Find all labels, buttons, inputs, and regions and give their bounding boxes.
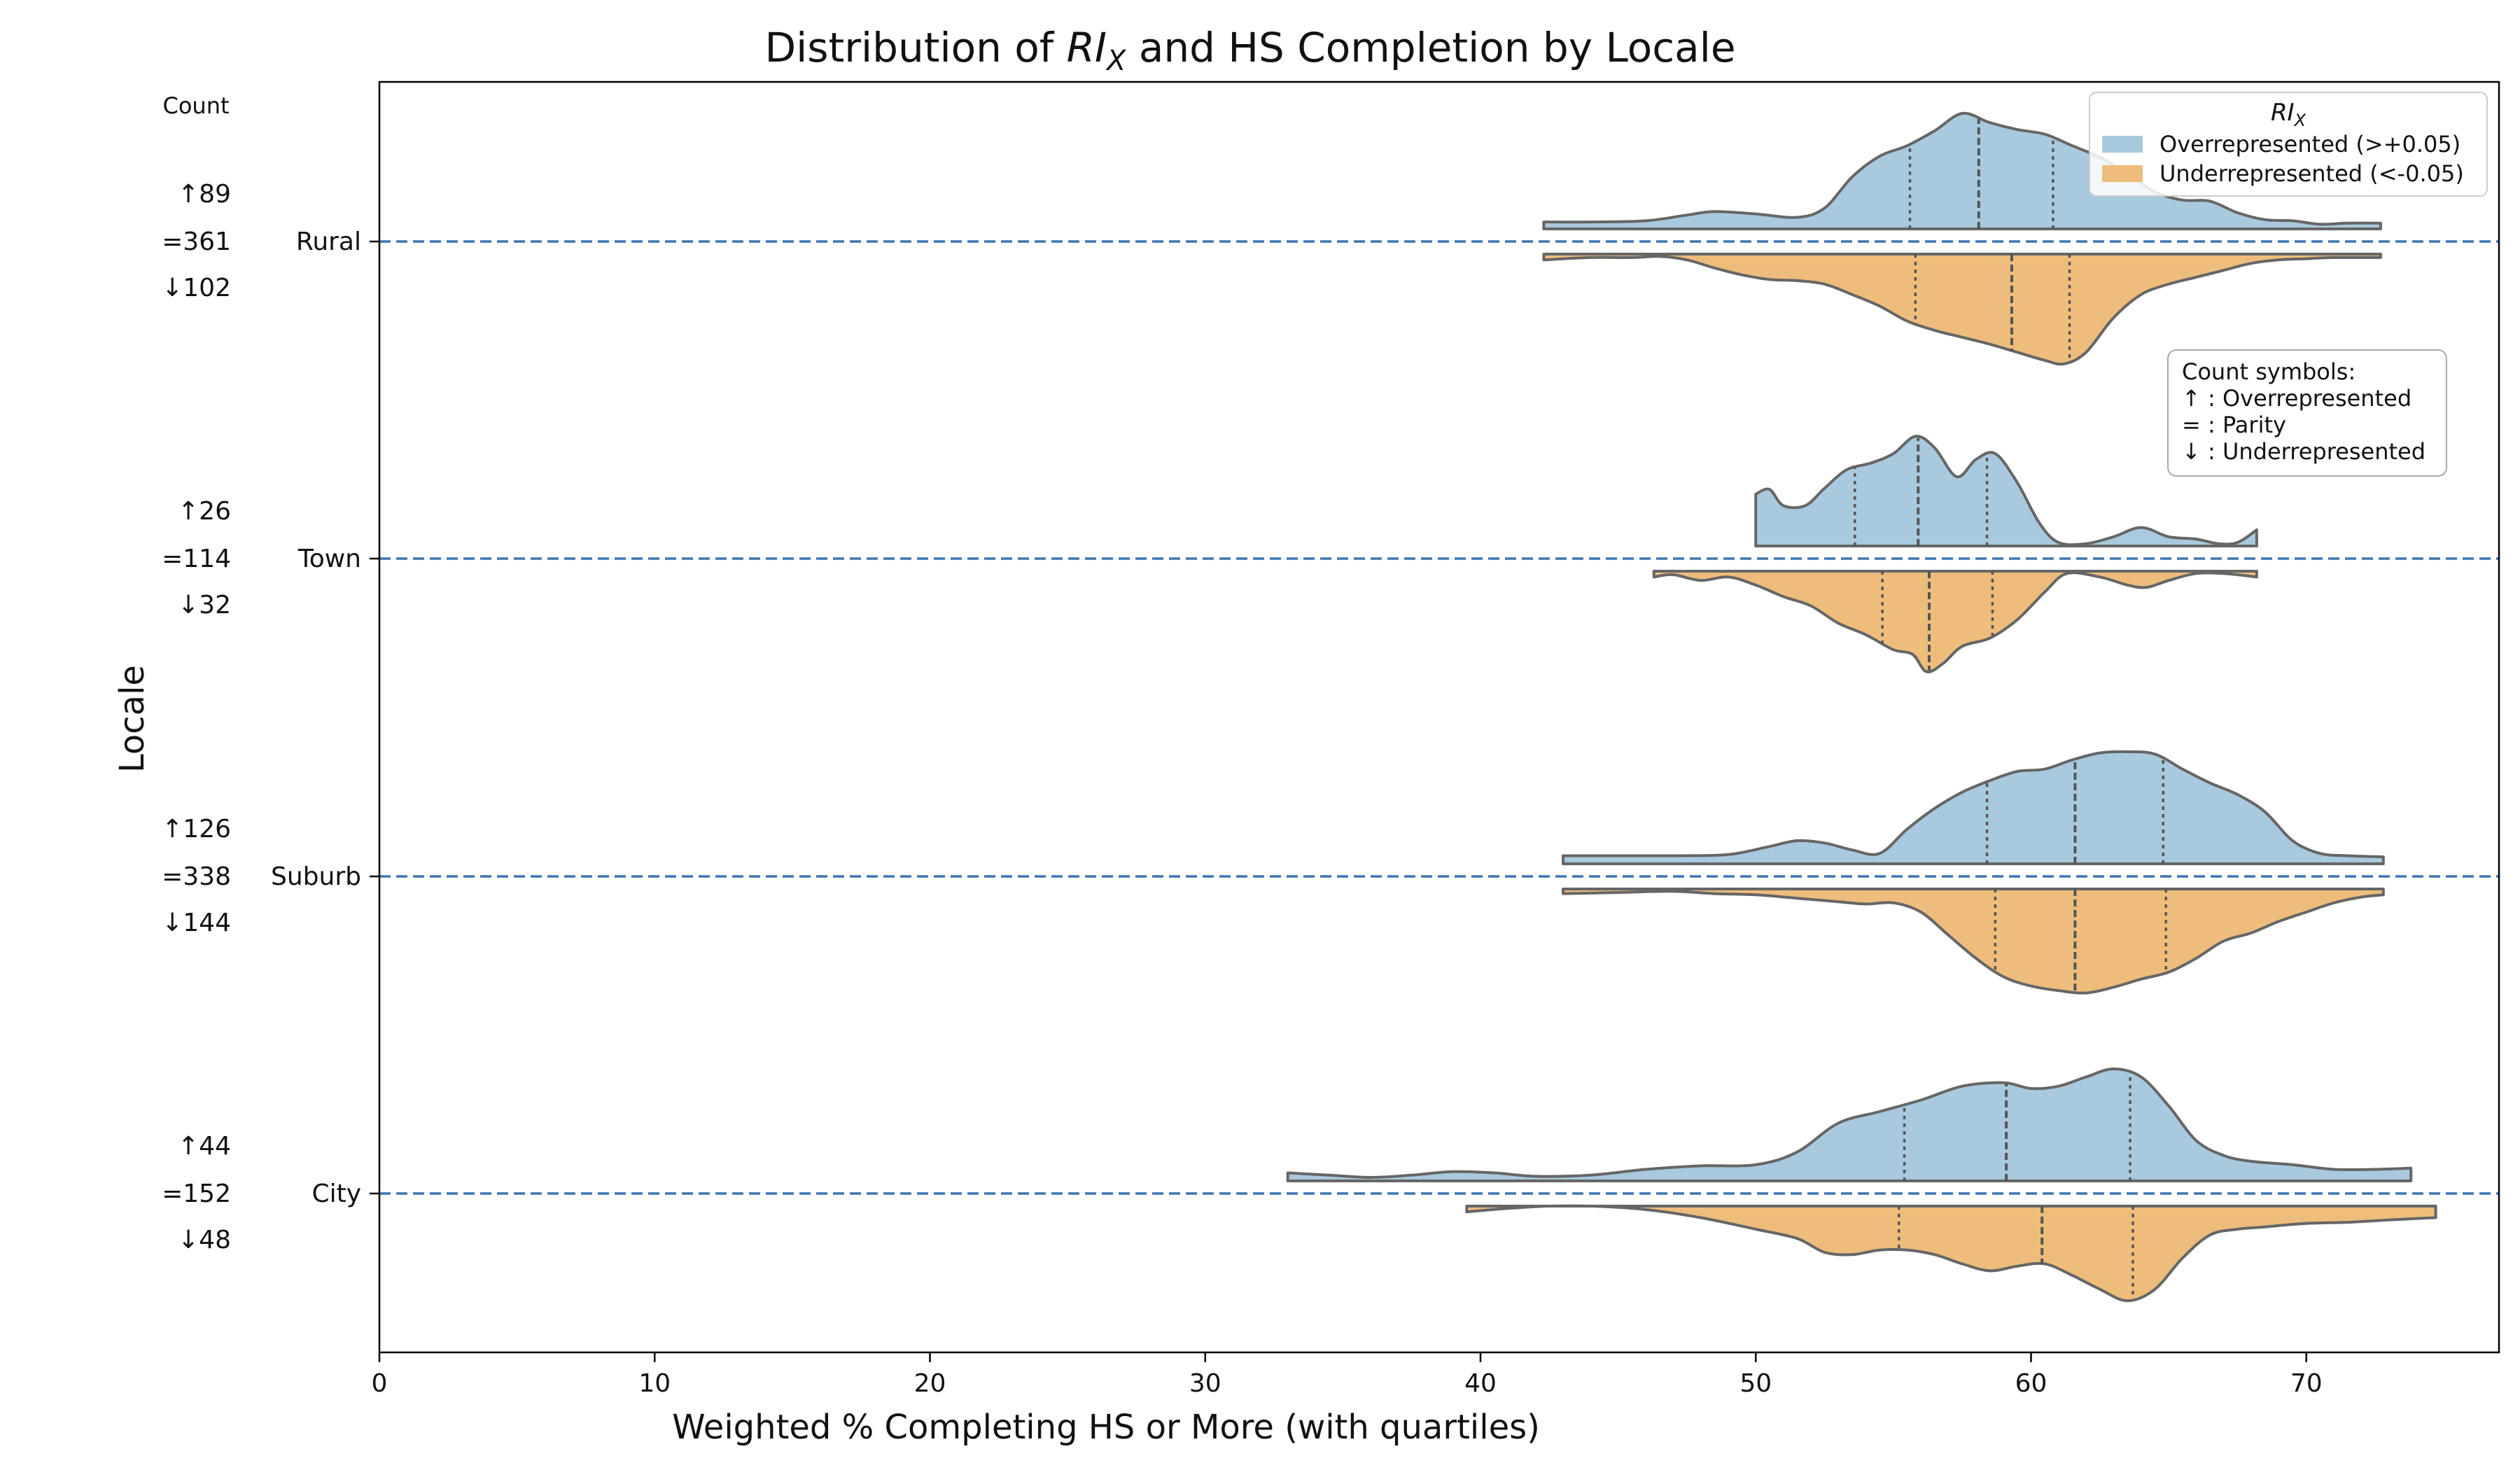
x-tick-label: 40: [1464, 1369, 1497, 1398]
x-tick-label: 0: [372, 1369, 388, 1398]
plot-frame: [378, 80, 2500, 1354]
y-tick-label-city: City: [312, 1180, 361, 1208]
x-axis-label: Weighted % Completing HS or More (with q…: [672, 1408, 1540, 1447]
chart-title: Distribution of RIX and HS Completion by…: [764, 24, 1735, 77]
violin-rural-under: [1542, 253, 2382, 366]
legend-swatch-over: [2102, 136, 2143, 153]
x-tick-label: 50: [1740, 1369, 1772, 1398]
y-axis-label: Locale: [113, 665, 152, 773]
legend: RIX Overrepresented (>+0.05) Underrepres…: [2089, 92, 2488, 197]
violin-city-over: [1286, 1068, 2413, 1182]
count-label-town: ↓32: [178, 591, 231, 620]
legend-label-over: Overrepresented (>+0.05): [2160, 131, 2460, 158]
chart-title-subscript: X: [1105, 45, 1127, 77]
legend-box: [2089, 92, 2488, 197]
count-label-town: =114: [162, 545, 231, 573]
x-tick-label: 30: [1189, 1369, 1222, 1398]
count-symbols-line: ↑ : Overrepresented: [2182, 385, 2412, 412]
count-label-rural: ↑89: [178, 180, 231, 209]
violin-city-under: [1465, 1204, 2437, 1303]
y-tick-label-town: Town: [298, 545, 361, 573]
count-symbols-line: ↓ : Underrepresented: [2182, 438, 2426, 465]
x-tick-label: 70: [2290, 1369, 2323, 1398]
chart-title-ri: RI: [1067, 24, 1107, 71]
violin-town-under: [1652, 570, 2258, 673]
x-tick-label: 60: [2015, 1369, 2047, 1398]
count-label-suburb: ↓144: [162, 909, 231, 937]
violin-suburb-over: [1562, 750, 2385, 865]
x-tick-label: 20: [914, 1369, 946, 1398]
x-tick-label: 10: [638, 1369, 671, 1398]
legend-label-under: Underrepresented (<-0.05): [2160, 160, 2464, 187]
legend-title-sub: X: [2293, 111, 2306, 130]
count-symbols-frame: [2167, 349, 2447, 477]
legend-title: RIX: [2271, 99, 2306, 130]
legend-title-main: RI: [2271, 99, 2295, 127]
count-label-suburb: =338: [162, 862, 231, 891]
count-symbols-line: Count symbols:: [2182, 358, 2356, 385]
legend-swatch-under: [2102, 165, 2143, 182]
count-label-suburb: ↑126: [162, 815, 231, 844]
violin-town-over: [1754, 435, 2258, 547]
count-label-city: ↑44: [178, 1132, 231, 1161]
y-tick-label-rural: Rural: [296, 227, 361, 256]
count-label-rural: =361: [162, 227, 231, 256]
count-symbols-box: Count symbols: ↑ : Overrepresented = : P…: [2167, 349, 2447, 477]
violin-rural-over: [1542, 111, 2382, 230]
y-tick-label-suburb: Suburb: [271, 862, 361, 891]
count-label-town: ↑26: [178, 497, 231, 526]
count-label-city: ↓48: [178, 1226, 231, 1254]
count-label-rural: ↓102: [162, 274, 231, 302]
chart-title-suffix: and HS Completion by Locale: [1126, 24, 1735, 71]
count-header: Count: [162, 92, 229, 119]
count-symbols-line: = : Parity: [2182, 412, 2286, 438]
count-label-city: =152: [162, 1180, 231, 1208]
chart-title-prefix: Distribution of: [764, 24, 1066, 71]
violin-suburb-under: [1562, 888, 2385, 995]
